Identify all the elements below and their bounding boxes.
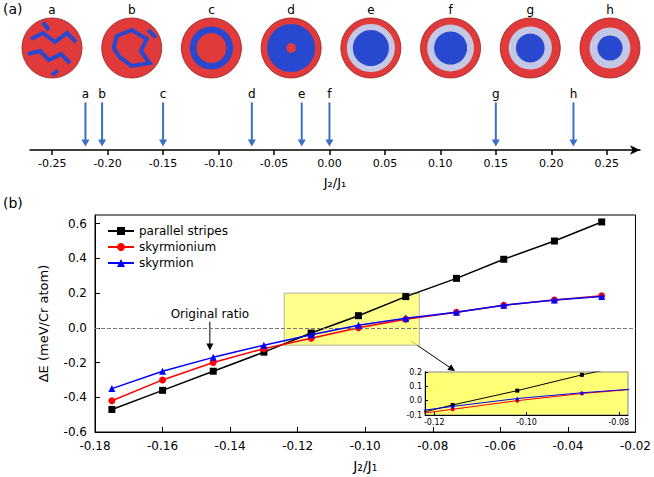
svg-text:0.2: 0.2 xyxy=(68,286,87,300)
svg-text:-0.18: -0.18 xyxy=(79,439,110,453)
svg-text:g: g xyxy=(492,87,500,101)
svg-text:-0.12: -0.12 xyxy=(282,439,313,453)
svg-text:-0.15: -0.15 xyxy=(149,157,177,170)
svg-text:0.10: 0.10 xyxy=(428,157,453,170)
svg-text:d: d xyxy=(248,87,256,101)
svg-text:0.00: 0.00 xyxy=(317,157,342,170)
svg-text:(a): (a) xyxy=(3,1,23,17)
svg-text:0.25: 0.25 xyxy=(594,157,619,170)
svg-text:0.15: 0.15 xyxy=(484,157,509,170)
svg-text:c: c xyxy=(160,87,167,101)
svg-text:a: a xyxy=(82,87,89,101)
svg-text:(b): (b) xyxy=(3,195,23,211)
svg-text:-0.14: -0.14 xyxy=(215,439,246,453)
svg-text:-0.08: -0.08 xyxy=(417,439,448,453)
svg-text:e: e xyxy=(298,87,305,101)
svg-text:d: d xyxy=(287,3,295,17)
svg-text:-0.25: -0.25 xyxy=(38,157,66,170)
svg-text:Original ratio: Original ratio xyxy=(171,307,249,321)
svg-text:0.0: 0.0 xyxy=(409,396,422,405)
svg-text:-0.4: -0.4 xyxy=(64,390,87,404)
svg-text:-0.10: -0.10 xyxy=(204,157,232,170)
svg-text:c: c xyxy=(208,3,215,17)
svg-text:0.20: 0.20 xyxy=(539,157,564,170)
svg-text:0.2: 0.2 xyxy=(409,368,422,377)
svg-text:e: e xyxy=(367,3,374,17)
svg-text:-0.05: -0.05 xyxy=(260,157,288,170)
svg-text:skyrmion: skyrmion xyxy=(139,256,194,270)
svg-text:h: h xyxy=(606,3,614,17)
svg-text:-0.10: -0.10 xyxy=(516,418,537,427)
svg-text:-0.04: -0.04 xyxy=(552,439,583,453)
svg-text:-0.06: -0.06 xyxy=(485,439,516,453)
svg-text:-0.08: -0.08 xyxy=(608,418,629,427)
svg-text:parallel stripes: parallel stripes xyxy=(139,224,228,238)
svg-text:J₂/J₁: J₂/J₁ xyxy=(352,458,377,474)
svg-text:J₂/J₁: J₂/J₁ xyxy=(323,175,346,190)
svg-text:0.0: 0.0 xyxy=(68,321,87,335)
svg-text:0.6: 0.6 xyxy=(68,217,87,231)
svg-text:f: f xyxy=(448,3,453,17)
svg-text:-0.02: -0.02 xyxy=(620,439,651,453)
svg-text:skyrmionium: skyrmionium xyxy=(139,240,216,254)
svg-text:0.05: 0.05 xyxy=(373,157,398,170)
svg-text:0.1: 0.1 xyxy=(409,382,422,391)
svg-text:a: a xyxy=(48,3,55,17)
svg-text:-0.20: -0.20 xyxy=(93,157,121,170)
svg-text:-0.16: -0.16 xyxy=(147,439,178,453)
svg-text:b: b xyxy=(98,87,106,101)
svg-text:-0.10: -0.10 xyxy=(350,439,381,453)
svg-text:f: f xyxy=(327,87,332,101)
svg-text:0.4: 0.4 xyxy=(68,251,87,265)
svg-text:ΔE (meV/Cr atom): ΔE (meV/Cr atom) xyxy=(36,265,51,383)
svg-text:g: g xyxy=(526,3,534,17)
svg-text:-0.1: -0.1 xyxy=(406,411,422,420)
svg-text:b: b xyxy=(128,3,136,17)
svg-text:-0.12: -0.12 xyxy=(424,418,445,427)
svg-text:h: h xyxy=(570,87,578,101)
svg-text:-0.6: -0.6 xyxy=(64,425,87,439)
svg-text:-0.2: -0.2 xyxy=(64,356,87,370)
